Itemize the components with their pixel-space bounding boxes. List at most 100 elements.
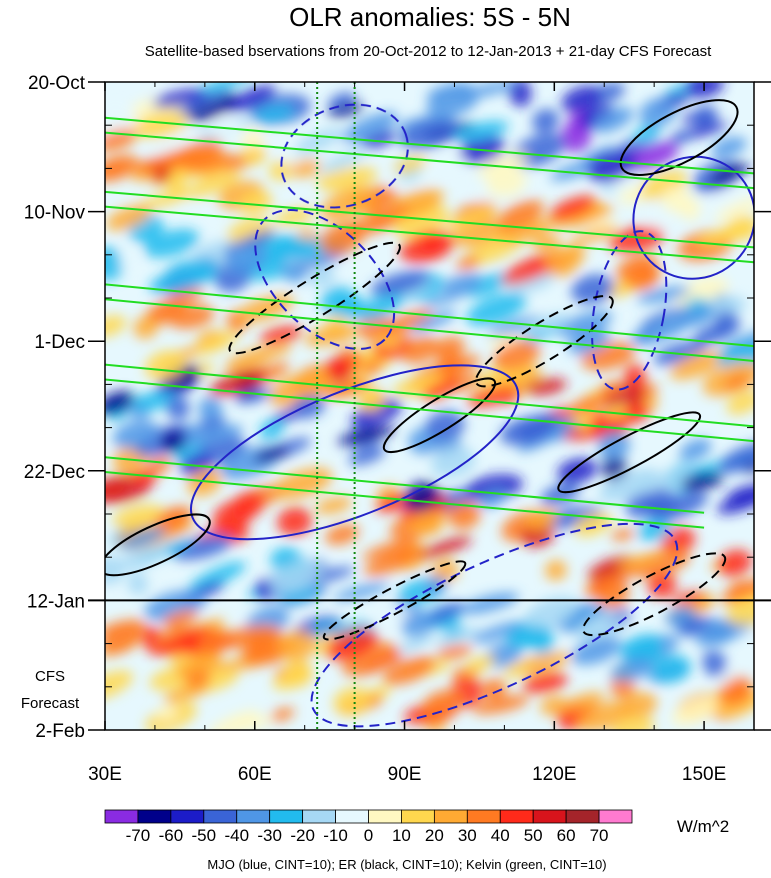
er-contour bbox=[382, 377, 497, 454]
olr-field-cell bbox=[270, 707, 295, 722]
olr-field-cell bbox=[341, 111, 398, 144]
er-contour bbox=[105, 513, 211, 577]
olr-field-cell bbox=[366, 204, 411, 225]
olr-field-cell bbox=[198, 396, 223, 422]
olr-field-cell bbox=[539, 696, 567, 716]
olr-field-cell bbox=[718, 442, 754, 474]
chart-subtitle: Satellite-based bservations from 20-Oct-… bbox=[145, 43, 712, 60]
olr-field-cell bbox=[162, 609, 199, 628]
olr-field-cell bbox=[132, 111, 188, 139]
olr-field-cell bbox=[105, 625, 143, 655]
olr-field-cell bbox=[105, 555, 125, 585]
kelvin-contours bbox=[105, 116, 754, 529]
olr-field-cell bbox=[337, 426, 396, 445]
kelvin-contour bbox=[105, 116, 754, 175]
olr-field-cell bbox=[639, 98, 676, 128]
olr-field-cell bbox=[464, 655, 496, 673]
colorbar-swatch bbox=[203, 809, 238, 824]
olr-field-cell bbox=[599, 468, 660, 502]
olr-field-cell bbox=[426, 82, 472, 100]
mjo-contour bbox=[189, 364, 520, 541]
olr-field-cell bbox=[570, 226, 619, 245]
olr-field-cell bbox=[568, 329, 611, 355]
colorbar-swatch bbox=[302, 809, 336, 824]
olr-field-cell bbox=[307, 367, 331, 396]
olr-field-cell bbox=[155, 506, 192, 533]
olr-field-cell bbox=[466, 272, 511, 298]
olr-field-cell bbox=[472, 695, 530, 715]
olr-field-cell bbox=[711, 137, 747, 158]
x-tick-label: 120E bbox=[532, 764, 576, 785]
olr-field-cell bbox=[425, 410, 465, 441]
olr-field-cell bbox=[209, 368, 268, 397]
olr-field-cell bbox=[424, 576, 448, 596]
olr-field-cell bbox=[164, 139, 223, 169]
olr-field-cell bbox=[127, 572, 148, 596]
olr-field-cell bbox=[533, 234, 561, 252]
y-tick-label: 10-Nov bbox=[24, 203, 86, 224]
olr-field-cell bbox=[135, 156, 171, 175]
olr-field-cell bbox=[315, 496, 352, 515]
olr-field-cell bbox=[370, 270, 430, 296]
colorbar-swatch bbox=[236, 809, 271, 824]
olr-field-cell bbox=[170, 440, 209, 462]
olr-field-cell bbox=[132, 469, 159, 486]
kelvin-contour bbox=[105, 298, 754, 362]
olr-field-cell bbox=[664, 605, 694, 625]
olr-field-cell bbox=[422, 282, 482, 308]
olr-field-cell bbox=[561, 85, 602, 113]
olr-field-cell bbox=[477, 152, 529, 179]
colorbar-label: -30 bbox=[257, 826, 282, 845]
reference-lines bbox=[316, 82, 356, 730]
olr-field-cell bbox=[323, 356, 354, 377]
olr-field-cell bbox=[564, 244, 586, 265]
olr-field-cell bbox=[118, 545, 168, 570]
olr-field-cell bbox=[723, 374, 751, 390]
olr-field-cell bbox=[423, 689, 465, 716]
olr-field-cell bbox=[670, 129, 693, 145]
colorbar-swatch bbox=[499, 809, 534, 824]
olr-field-cell bbox=[419, 536, 473, 559]
olr-field-cell bbox=[182, 150, 231, 173]
olr-field-cell bbox=[224, 85, 276, 113]
olr-field-cell bbox=[619, 633, 663, 659]
er-contour bbox=[619, 99, 739, 177]
olr-field-cell bbox=[611, 716, 655, 730]
kelvin-contour bbox=[105, 190, 754, 249]
olr-field-cell bbox=[713, 311, 740, 337]
olr-field-cell bbox=[361, 537, 417, 560]
kelvin-contour bbox=[105, 131, 754, 190]
olr-field-cell bbox=[188, 561, 247, 592]
olr-field-cell bbox=[283, 659, 313, 687]
olr-field-cell bbox=[278, 630, 317, 661]
colorbar-swatch bbox=[401, 809, 435, 824]
olr-field-cell bbox=[304, 324, 360, 347]
colorbar-swatch bbox=[335, 809, 369, 824]
olr-field-cell bbox=[235, 388, 274, 404]
olr-field-cell bbox=[185, 170, 242, 198]
colorbar-swatch bbox=[532, 809, 567, 824]
olr-field-cell bbox=[631, 315, 692, 345]
x-axis: 30E 60E 90E 120E 150E bbox=[88, 82, 755, 785]
olr-field-cell bbox=[105, 670, 134, 701]
olr-field-cell bbox=[405, 510, 441, 530]
colorbar-label: 50 bbox=[524, 826, 543, 845]
olr-field-cell bbox=[186, 91, 237, 122]
olr-field-cell bbox=[148, 128, 202, 155]
colorbar-label: 70 bbox=[590, 826, 609, 845]
olr-field-cell bbox=[567, 205, 614, 227]
colorbar-label: -40 bbox=[224, 826, 249, 845]
olr-field-cell bbox=[502, 253, 560, 285]
olr-field-cell bbox=[633, 468, 692, 498]
er-contour bbox=[322, 560, 467, 641]
olr-field-cell bbox=[153, 89, 207, 108]
olr-field-cell bbox=[549, 195, 596, 220]
olr-field-cell bbox=[422, 379, 459, 400]
olr-field-cell bbox=[437, 148, 467, 174]
olr-field-cell bbox=[471, 621, 524, 643]
olr-field-cell bbox=[403, 481, 440, 512]
olr-field-cell bbox=[726, 484, 754, 503]
olr-field-cell bbox=[143, 228, 200, 258]
olr-field-cell bbox=[163, 258, 218, 290]
olr-field-cell bbox=[616, 553, 667, 568]
